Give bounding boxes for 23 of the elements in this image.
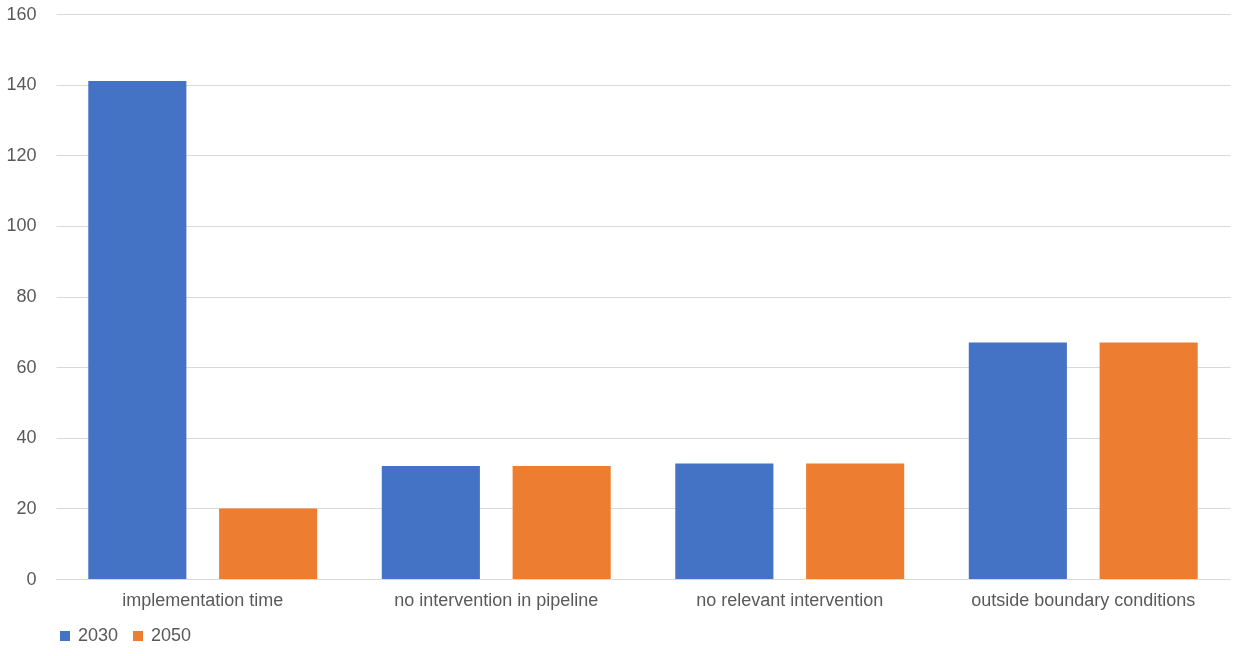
bar [1099,342,1198,579]
bar [512,466,611,579]
x-tick-label: implementation time [122,589,284,610]
bar [968,342,1067,579]
bar [219,508,318,579]
y-tick-label: 120 [6,144,37,165]
y-tick-label: 160 [6,3,37,24]
y-tick-label: 140 [6,74,37,95]
legend-label: 2030 [78,625,119,645]
y-tick-label: 20 [16,497,37,518]
x-tick-label: no relevant intervention [696,589,884,610]
y-tick-label: 80 [16,286,37,306]
legend-label: 2050 [151,625,192,645]
bar [88,81,187,579]
bar [806,463,905,579]
y-tick-label: 0 [26,568,37,589]
bar [675,463,774,579]
y-tick-label: 60 [16,356,37,377]
x-tick-label: outside boundary conditions [971,589,1196,610]
x-tick-label: no intervention in pipeline [394,589,599,610]
y-tick-label: 100 [6,215,37,236]
y-tick-label: 40 [16,427,37,448]
bar [381,466,480,579]
